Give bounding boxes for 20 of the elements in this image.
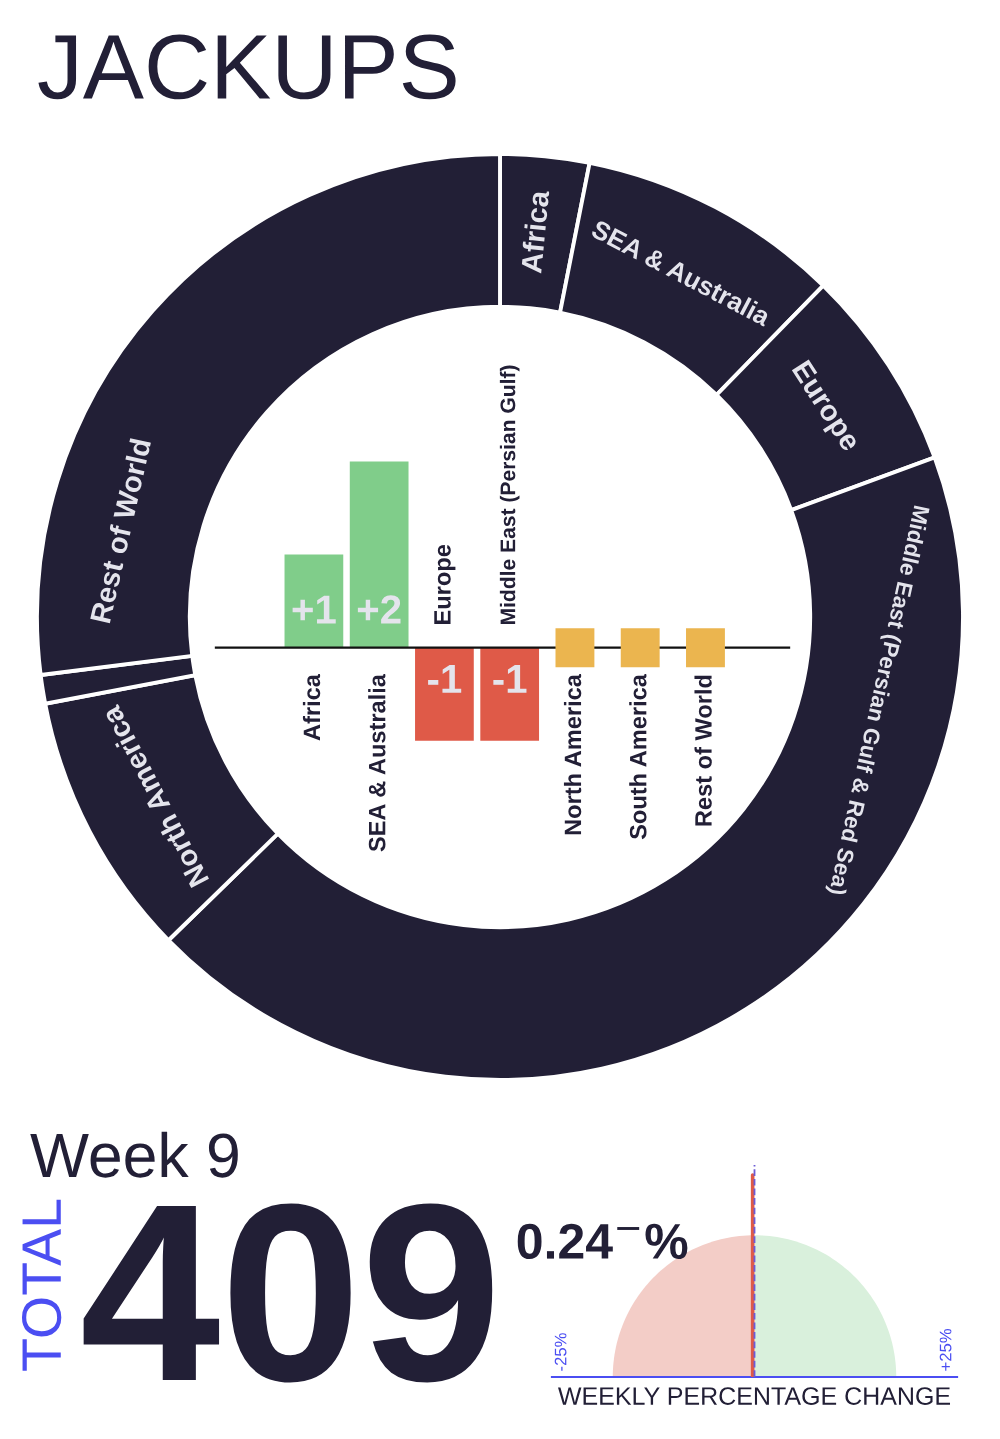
text: 409 (83, 1203, 493, 1383)
x-tick-label: Rest of World (694, 675, 712, 826)
slice-label: Middle East (Persian Gulf & Red Sea) (824, 504, 931, 896)
annotation: 0.24$^{−}$% (517, 1223, 688, 1260)
data-label: +2 (357, 595, 401, 624)
x-tick-label: North America (563, 673, 582, 835)
x-tick-label: Africa (302, 673, 321, 741)
x-tick-label: South America (629, 673, 647, 840)
data-label: -1 (493, 665, 527, 693)
data-label: +1 (292, 595, 336, 624)
chart-title: JACKUPS (38, 34, 456, 100)
x-tick-label: +25% (939, 1328, 952, 1371)
text: TOTAL (21, 1199, 62, 1371)
x-tick-label: -25% (554, 1333, 567, 1371)
x-tick-label: Middle East (Persian Gulf) (499, 365, 520, 625)
x-tick-label: SEA & Australia (368, 673, 386, 852)
text: Week 9 (30, 1131, 238, 1178)
slice-label: Africa (520, 189, 550, 274)
data-label: -1 (428, 665, 462, 693)
x-axis-title: WEEKLY PERCENTAGE CHANGE (558, 1387, 951, 1405)
